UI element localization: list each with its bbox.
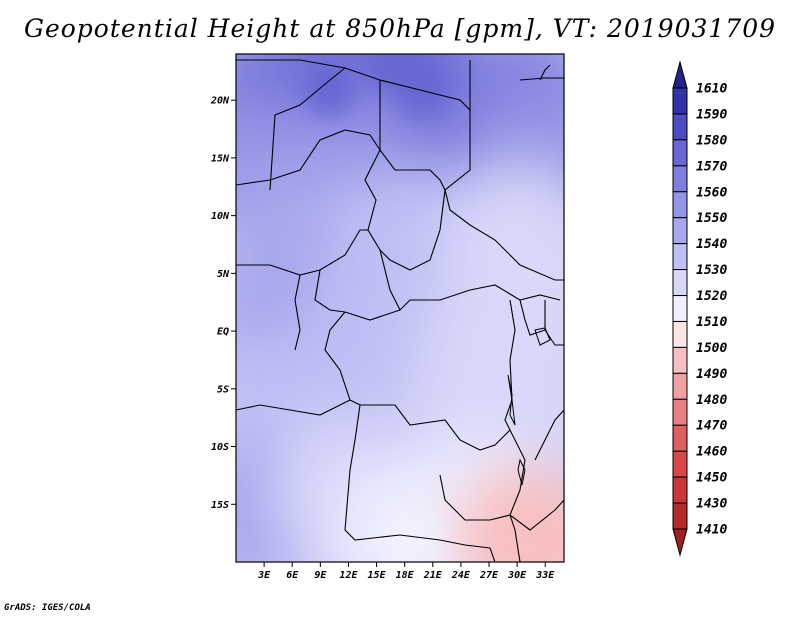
y-tick-label: EQ [217, 327, 229, 338]
x-tick-label: 6E [286, 570, 299, 581]
colorbar-label: 1500 [696, 341, 727, 356]
x-tick-label: 24E [451, 570, 471, 581]
colorbar-segment [672, 87, 688, 115]
y-axis: 20N 15N 10N 5N EQ 5S 10S 15S [210, 96, 236, 511]
y-tick-label: 5N [217, 269, 230, 280]
y-tick-label: 10S [211, 442, 229, 453]
x-tick-label: 30E [507, 570, 527, 581]
x-tick-label: 3E [257, 570, 271, 581]
colorbar-label: 1560 [696, 185, 727, 200]
colorbar-label: 1590 [696, 107, 727, 122]
x-axis: 3E 6E 9E 12E 15E 18E 21E 24E 27E 30E 33E [257, 562, 555, 581]
colorbar-segment [672, 269, 688, 297]
colorbar-label: 1570 [696, 159, 727, 174]
colorbar-segment [672, 295, 688, 322]
y-tick-label: 15N [211, 153, 230, 164]
colorbar: 1610 1590 1580 1570 1560 1550 1540 1530 1520 1510… [672, 60, 727, 557]
colorbar-segment [672, 243, 688, 271]
x-tick-label: 21E [423, 570, 443, 581]
colorbar-label: 1430 [696, 497, 727, 512]
colorbar-segment [672, 217, 688, 245]
colorbar-segment [672, 372, 688, 400]
x-tick-label: 15E [368, 570, 387, 581]
colorbar-label: 1580 [696, 133, 727, 148]
x-tick-label: 9E [314, 570, 327, 581]
x-tick-label: 33E [535, 570, 555, 581]
map-frame [235, 53, 565, 563]
x-tick-label: 18E [396, 570, 415, 581]
colorbar-segment [672, 139, 688, 167]
credit-text: GrADS: IGES/COLA [4, 603, 91, 613]
colorbar-label: 1610 [696, 82, 727, 97]
lakes [507, 327, 551, 486]
colorbar-segment [672, 398, 688, 426]
colorbar-segment [672, 502, 688, 530]
colorbar-segment [672, 320, 688, 348]
y-tick-label: 15S [211, 500, 229, 511]
field-detail-4 [498, 510, 555, 562]
colorbar-segment [672, 424, 688, 452]
colorbar-segment [672, 450, 688, 478]
colorbar-segment [672, 165, 688, 193]
colorbar-segment [672, 476, 688, 504]
field-detail-0 [301, 60, 358, 117]
colorbar-segment [672, 346, 688, 374]
colorbar-label: 1530 [696, 263, 727, 278]
colorbar-label: 1510 [696, 315, 727, 330]
colorbar-label: 1460 [696, 445, 727, 460]
y-tick-label: 10N [211, 211, 230, 222]
colorbar-label: 1520 [696, 289, 727, 304]
map-plot-area [236, 54, 564, 562]
colorbar-segment-max [672, 60, 688, 89]
x-tick-label: 27E [479, 570, 499, 581]
x-tick-label: 12E [339, 570, 358, 581]
colorbar-label: 1480 [696, 393, 727, 408]
colorbar-segment-min [672, 528, 688, 557]
colorbar-label: 1490 [696, 367, 727, 382]
y-tick-label: 5S [217, 384, 229, 395]
country-borders [236, 59, 564, 562]
colorbar-label: 1450 [696, 471, 727, 486]
field-detail-2 [395, 60, 452, 117]
y-tick-label: 20N [210, 96, 230, 107]
colorbar-label: 1550 [696, 211, 727, 226]
colorbar-segment [672, 191, 688, 219]
colorbar-segment [672, 113, 688, 141]
colorbar-label: 1410 [696, 523, 727, 538]
colorbar-label: 1470 [696, 419, 727, 434]
colorbar-label: 1540 [696, 237, 727, 252]
map-title: Geopotential Height at 850hPa [gpm], VT:… [23, 14, 777, 43]
